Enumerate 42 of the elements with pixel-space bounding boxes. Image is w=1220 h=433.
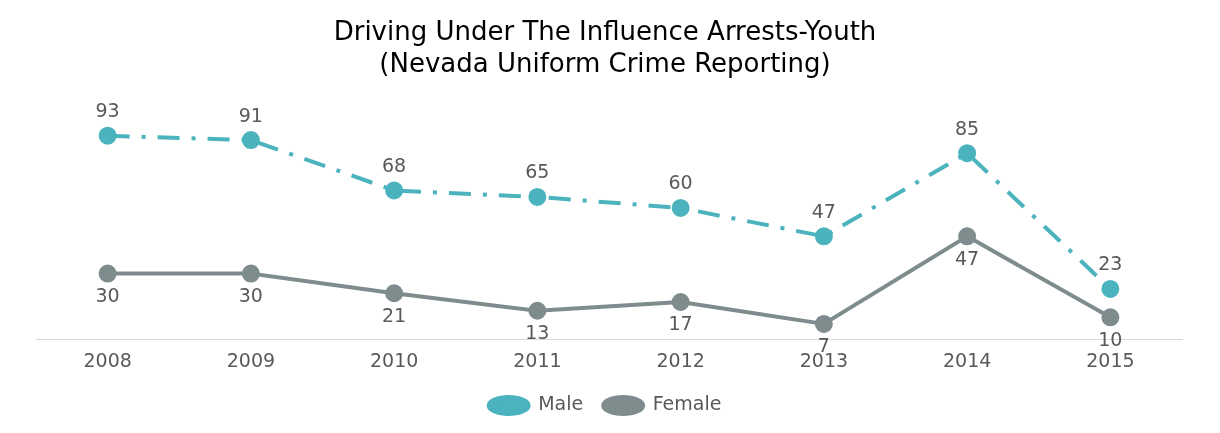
data-label: 47 (811, 199, 836, 222)
text: (Nevada Uniform Crime Reporting) (379, 47, 831, 78)
point (98, 126, 117, 145)
legend-label: Male (538, 392, 584, 415)
point (98, 264, 117, 283)
data-label: 21 (382, 303, 407, 326)
data-label: 65 (525, 160, 550, 183)
data-label: 17 (668, 312, 693, 335)
data-label: 47 (955, 246, 980, 269)
point (385, 284, 404, 303)
point (814, 314, 833, 333)
point (528, 187, 547, 206)
data-label: 13 (525, 321, 550, 344)
x-tick-label: 2012 (656, 348, 705, 371)
point (1101, 308, 1120, 327)
legend-label: Female (652, 392, 722, 415)
x-tick-label: 2010 (369, 348, 419, 371)
data-label: 85 (955, 116, 980, 139)
point (1101, 279, 1120, 298)
point (385, 181, 404, 200)
point (958, 144, 977, 163)
data-label: 93 (95, 99, 120, 122)
point (241, 131, 260, 150)
data-label: 60 (668, 171, 693, 194)
x-tick-label: 2011 (513, 348, 562, 371)
data-label: 23 (1098, 252, 1123, 275)
x-tick-label: 2014 (942, 348, 992, 371)
data-label: 10 (1098, 327, 1123, 350)
point (241, 264, 260, 283)
x-tick-label: 2015 (1086, 348, 1135, 371)
point (528, 301, 547, 320)
data-label: 30 (238, 284, 263, 306)
point (671, 293, 690, 311)
x-tick-label: 2008 (83, 348, 132, 371)
x-tick-label: 2009 (226, 348, 276, 371)
point (671, 198, 690, 217)
point (958, 227, 977, 246)
data-label: 30 (95, 284, 120, 306)
text: Driving Under The Influence Arrests-Youth (333, 16, 877, 47)
data-label: 91 (238, 103, 263, 126)
data-label: 68 (382, 153, 407, 176)
point (814, 227, 833, 246)
